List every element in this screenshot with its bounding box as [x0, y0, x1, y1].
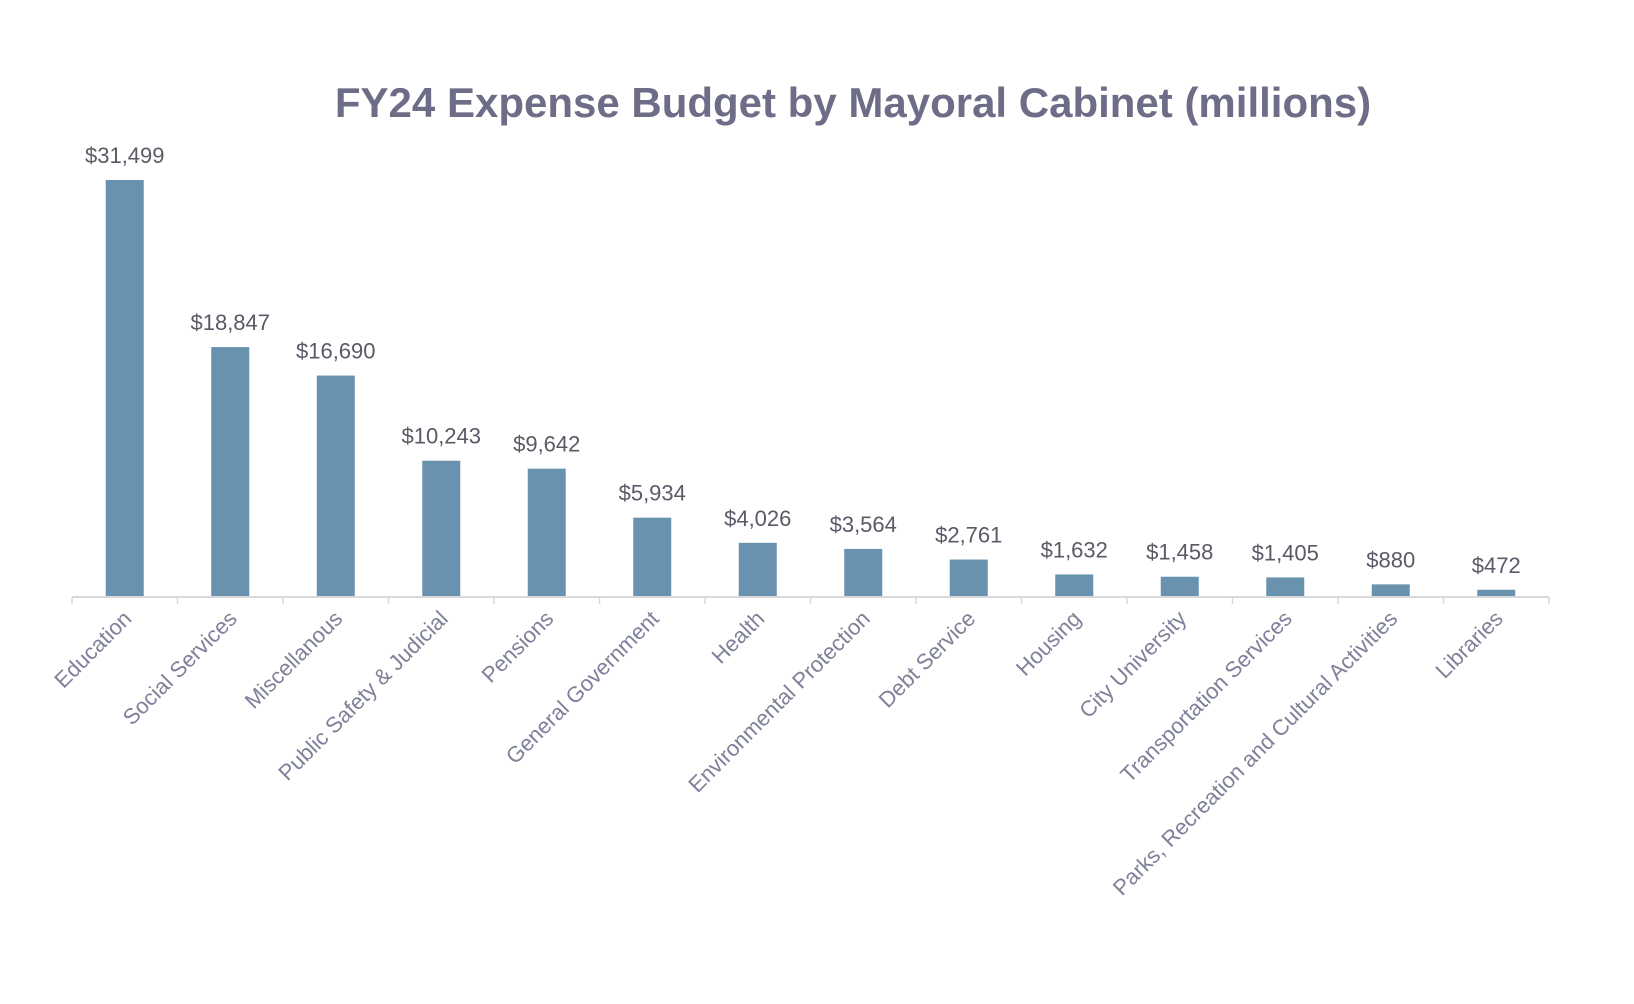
value-label: $16,690: [296, 339, 376, 364]
bars-group: [105, 180, 1516, 596]
category-label: Health: [707, 606, 770, 669]
bar: [633, 517, 672, 596]
category-label: Libraries: [1430, 606, 1507, 683]
value-label: $10,243: [401, 424, 481, 449]
category-label: Miscellanous: [240, 606, 348, 714]
bar: [1160, 576, 1199, 596]
value-label: $31,499: [85, 143, 165, 168]
value-label: $5,934: [619, 481, 686, 506]
chart-title: FY24 Expense Budget by Mayoral Cabinet (…: [335, 79, 1371, 126]
value-label: $4,026: [724, 506, 791, 531]
bar: [211, 347, 250, 596]
value-label: $1,632: [1041, 537, 1108, 562]
value-label: $2,761: [935, 523, 1002, 548]
bar: [1477, 589, 1516, 596]
bar: [738, 542, 777, 596]
bar: [844, 548, 883, 596]
category-label: Education: [49, 606, 136, 693]
category-label: Environmental Protection: [683, 606, 874, 797]
category-label: Public Safety & Judicial: [273, 606, 452, 785]
category-label: City University: [1074, 606, 1191, 723]
value-label: $1,405: [1252, 540, 1319, 565]
value-label: $3,564: [830, 512, 897, 537]
bar: [316, 375, 355, 596]
category-label: Social Services: [118, 606, 242, 730]
bar: [1371, 584, 1410, 596]
bar: [1055, 574, 1094, 596]
category-label: Housing: [1011, 606, 1086, 681]
value-label: $472: [1472, 553, 1521, 578]
value-labels: $31,499 $18,847 $16,690 $10,243 $9,642 $5,934…: [85, 143, 1521, 578]
bar: [527, 468, 566, 596]
category-label: Transportation Services: [1115, 606, 1296, 787]
bar: [1266, 577, 1305, 596]
bar: [949, 559, 988, 596]
value-label: $1,458: [1146, 540, 1213, 565]
value-label: $18,847: [190, 310, 270, 335]
bar: [105, 180, 144, 596]
category-label: Pensions: [477, 606, 559, 688]
value-label: $880: [1366, 547, 1415, 572]
category-label: Debt Service: [874, 606, 981, 713]
bar: [422, 460, 461, 596]
value-label: $9,642: [513, 432, 580, 457]
x-axis-ticks: [71, 597, 1550, 604]
